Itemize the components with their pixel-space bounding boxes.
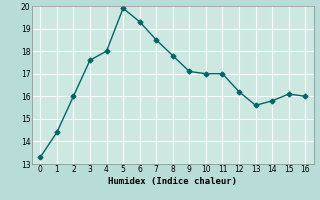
X-axis label: Humidex (Indice chaleur): Humidex (Indice chaleur) (108, 177, 237, 186)
